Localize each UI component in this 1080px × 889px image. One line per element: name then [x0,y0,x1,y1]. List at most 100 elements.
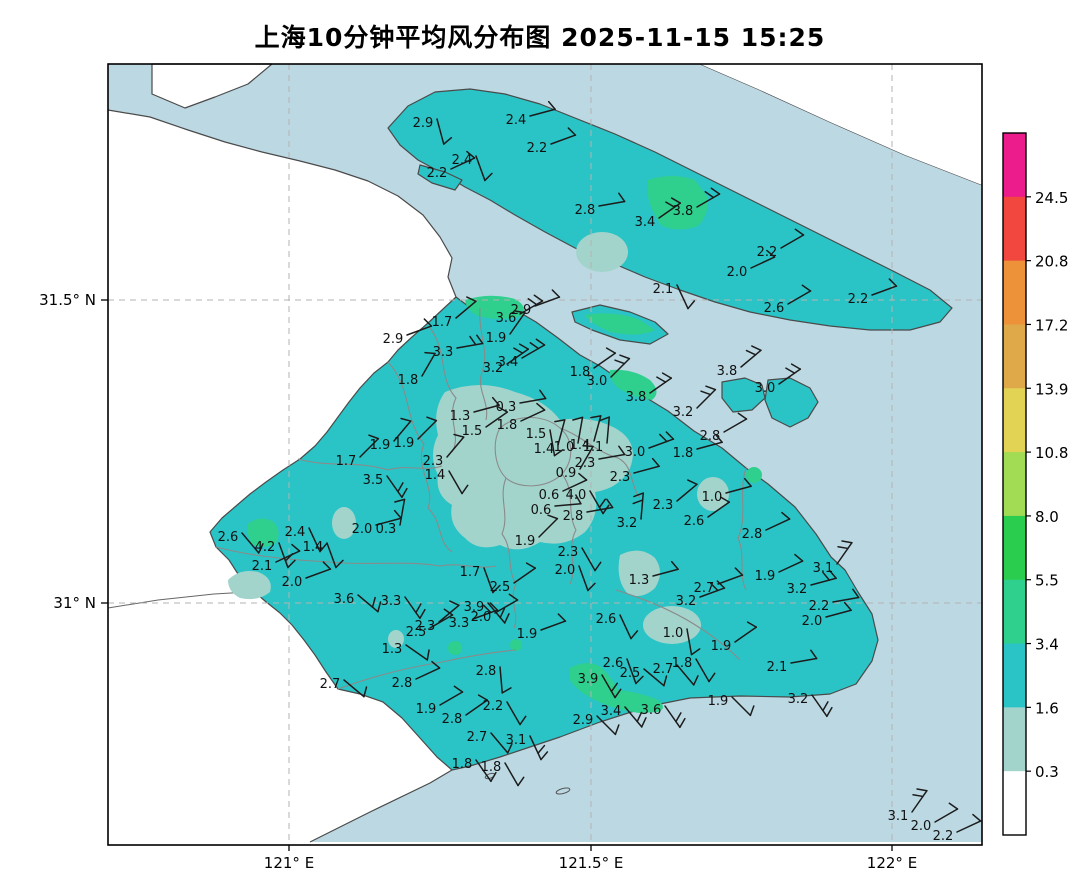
wind-speed-label: 1.0 [663,626,684,641]
wind-barb-tick [841,540,853,544]
wind-station: 2.6 [596,612,639,640]
wind-station: 2.5 [406,608,454,640]
wind-station: 3.3 [433,334,484,360]
wind-speed-label: 1.9 [370,438,391,453]
wind-station: 2.8 [700,412,748,444]
wind-barb-tick [785,367,796,374]
wind-barb-tick [719,496,731,503]
wind-speed-label: 3.3 [381,594,402,609]
wind-speed-label: 2.0 [911,819,932,834]
wind-speed-label: 1.9 [517,627,538,642]
wind-barb-tick [708,672,716,683]
wind-barb-shaft [417,419,438,440]
wind-barb-tick [659,433,668,443]
wind-station: 2.6 [603,656,644,685]
wind-speed-label: 2.8 [392,676,413,691]
wind-barb-tick [529,342,540,350]
wind-station: 1.4 [303,540,344,569]
wind-barb-tick [483,604,492,614]
wind-barb-tick [587,582,596,592]
wind-barb-shaft [485,411,509,428]
graticule [108,64,982,845]
wind-station: 0.3 [496,389,547,415]
wind-station: 1.8 [481,760,525,787]
wind-barb-tick [632,499,644,505]
wind-barb-tick [704,191,715,199]
wind-barb-tick [484,172,493,182]
wind-station: 2.0 [802,601,852,629]
wind-speed-label: 2.5 [406,625,427,640]
wind-barb-tick [394,498,406,503]
wind-speed-label: 2.2 [483,699,504,714]
wind-barb-tick [614,688,622,699]
wind-station: 2.3 [423,433,465,469]
wind-barb-shaft [554,502,582,507]
wind-barb-tick [477,694,489,701]
colorbar-band [1003,133,1026,198]
wind-barb-shaft [343,679,365,698]
wind-speed-label: 2.2 [757,245,778,260]
wind-barb-shaft [725,485,752,494]
wind-speed-label: 1.8 [570,365,591,380]
y-tick-label: 31° N [53,594,96,612]
wind-station: 3.1 [813,540,853,576]
wind-station: 3.8 [717,345,762,379]
wind-speed-label: 2.0 [802,614,823,629]
wind-barb-tick [972,813,982,822]
wind-barb-tick [710,187,721,195]
wind-barb-tick [540,751,549,761]
wind-barb-tick [656,376,667,383]
wind-barb-tick [518,343,530,350]
wind-speed-label: 1.9 [708,694,729,709]
wind-speed-label: 2.4 [285,525,306,540]
wind-barb-shaft [483,567,494,594]
wind-barb-tick [497,406,509,413]
wind-barb-shaft [581,547,596,572]
wind-barb-shaft [717,574,744,585]
wind-barb-shaft [436,118,445,145]
wind-speed-label: 3.9 [578,672,599,687]
wind-speed-label: 3.0 [625,445,646,460]
wind-barb-tick [503,613,510,624]
wind-station: 1.0 [702,477,752,505]
axis-labels: 121° E 121.5° E 122° E 31.5° N 31° N [39,291,917,872]
colorbar: 24.5 20.8 17.2 13.9 10.8 8.0 5.5 3.4 1.6 0.3 [1002,132,1068,836]
wind-speed-label: 2.6 [603,656,624,671]
wind-speed-label: 1.3 [629,573,650,588]
wind-speed-label: 2.6 [684,514,705,529]
wind-barb-shaft [676,664,695,686]
wind-barb-tick [606,498,614,509]
wind-barb-tick [687,479,698,486]
wind-speed-label: 2.8 [442,712,463,727]
wind-barb-tick [749,705,755,717]
wind-barb-tick [525,562,537,569]
wind-station: 3.0 [587,354,631,389]
wind-station: 3.2 [617,492,645,531]
wind-speed-label: 1.8 [481,760,502,775]
wind-barb-tick [291,543,301,552]
wind-barb-tick [837,545,849,550]
wind-station: 2.9 [573,713,620,736]
wind-station: 2.8 [476,664,512,694]
wind-barb-shaft [664,705,681,729]
colorbar-tick-label: 13.9 [1035,380,1068,398]
wind-speed-label: 3.6 [496,311,517,326]
wind-station: 0.6 [531,494,582,518]
wind-barb-tick [843,601,852,612]
wind-barb-tick [737,412,748,420]
figure-title: 上海10分钟平均风分布图 2025-11-15 15:25 [254,23,826,52]
wind-station: 2.7 [320,677,368,698]
wind-barb-tick [582,444,594,448]
wind-barb-shaft [494,599,519,614]
wind-barb-shaft [549,429,556,457]
wind-barb-tick [453,433,465,438]
wind-barb-shaft [765,518,791,531]
wind-speed-label: 1.3 [382,642,403,657]
wind-station: 3.1 [506,733,549,761]
wind-station: 2.0 [727,249,776,280]
wind-barb-tick [619,354,631,360]
wind-speed-label: 1.4 [534,442,555,457]
wind-barb-shaft [790,657,818,664]
wind-station: 2.0 [555,563,596,592]
